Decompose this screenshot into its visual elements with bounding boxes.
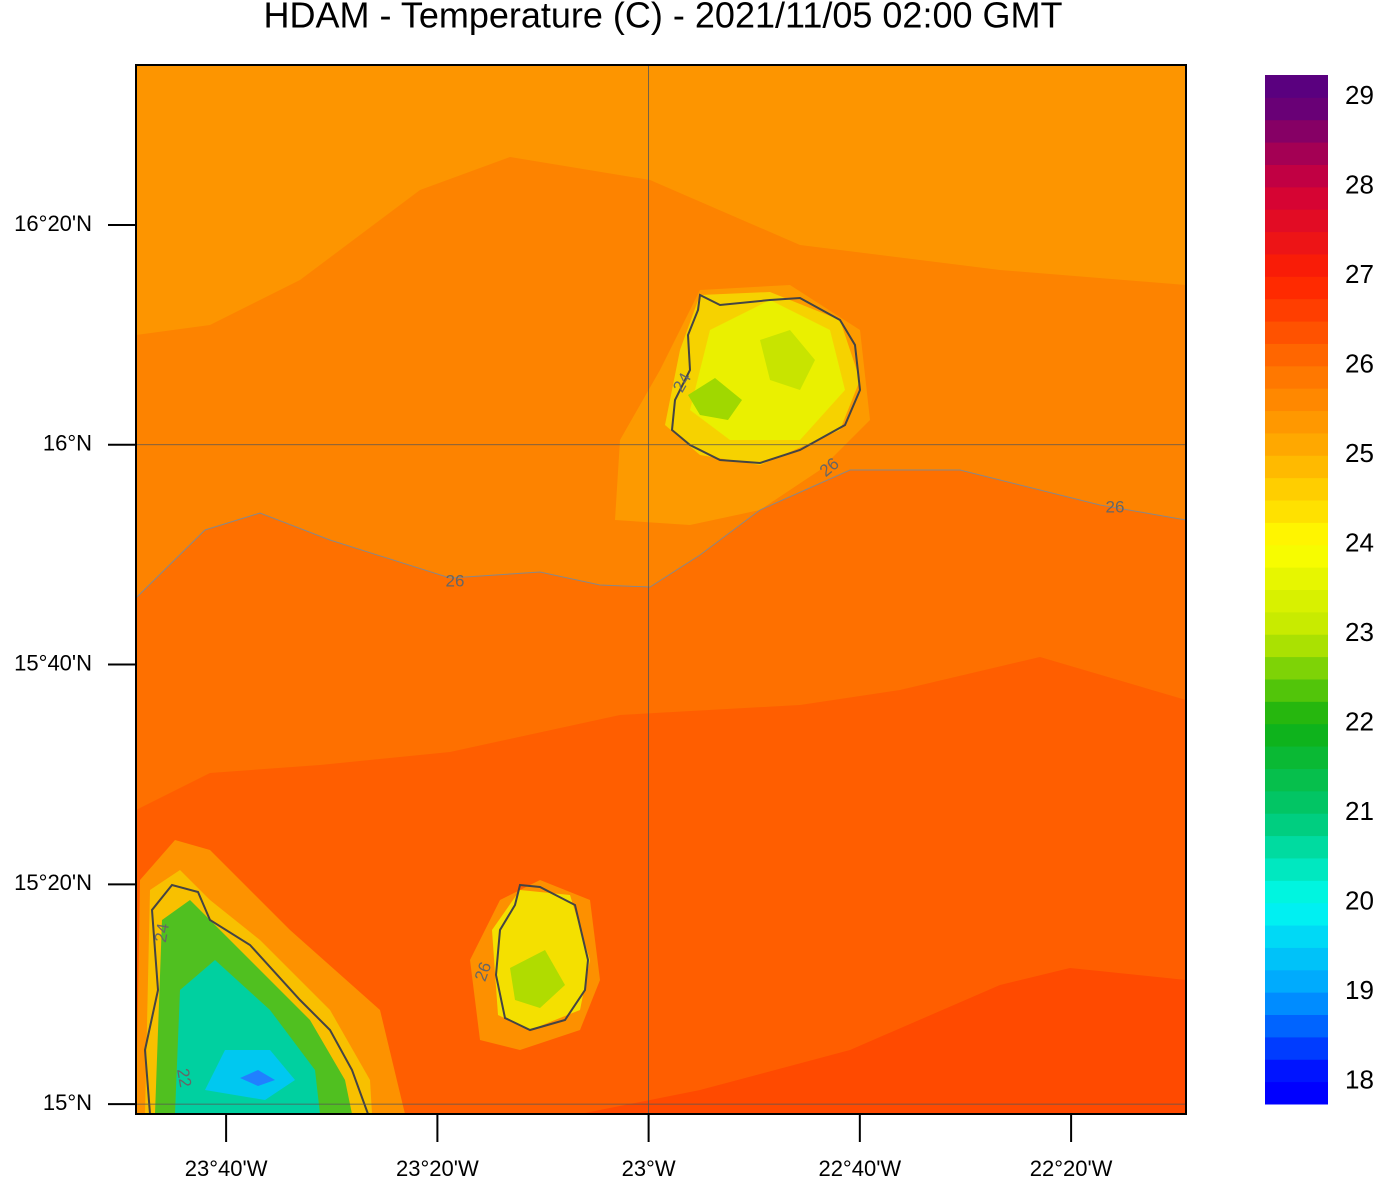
colorbar-cell xyxy=(1265,1081,1328,1105)
contour-lines xyxy=(136,469,1186,599)
colorbar-cell xyxy=(1265,857,1328,881)
colorbar-label: 28 xyxy=(1345,170,1374,200)
colorbar-cell xyxy=(1265,746,1328,769)
colorbar-cell xyxy=(1265,276,1328,300)
colorbar-label: 24 xyxy=(1345,528,1374,558)
colorbar-label: 21 xyxy=(1345,796,1374,826)
colorbar-cell xyxy=(1265,902,1328,926)
colorbar-cell xyxy=(1265,477,1328,501)
colorbar-cell xyxy=(1265,1036,1328,1060)
x-tick-label: 22°40'W xyxy=(818,1156,901,1180)
colorbar-cell xyxy=(1265,678,1328,702)
y-tick-label: 16°20'N xyxy=(14,211,92,236)
colorbar-cell xyxy=(1265,186,1328,210)
colorbar-cell xyxy=(1265,701,1328,725)
colorbar-cell xyxy=(1265,522,1328,546)
colorbar-cell xyxy=(1265,455,1328,479)
colorbar-cell xyxy=(1265,432,1328,456)
colorbar-label: 27 xyxy=(1345,259,1374,289)
axes: 23°40'W 23°20'W 23°W 22°40'W 22°20'W 16°20'N 1… xyxy=(14,65,1186,1180)
colorbar-cell xyxy=(1265,142,1328,165)
colorbar-label: 20 xyxy=(1345,886,1374,916)
x-tick-label: 23°40'W xyxy=(185,1156,268,1180)
colorbar-cell xyxy=(1265,880,1328,904)
y-tick-label: 15°N xyxy=(43,1090,92,1115)
colorbar-cell xyxy=(1265,567,1328,590)
colorbar: 18 19 20 21 22 23 24 25 26 27 28 29 xyxy=(1265,75,1374,1105)
colorbar-cell xyxy=(1265,947,1328,971)
colorbar-label: 22 xyxy=(1345,707,1374,737)
y-tick-label: 16°N xyxy=(43,431,92,456)
colorbar-label: 25 xyxy=(1345,438,1374,468)
x-tick-label: 23°W xyxy=(622,1156,676,1180)
contour-label: 22 xyxy=(173,1067,195,1089)
colorbar-cell xyxy=(1265,231,1328,255)
colorbar-cell xyxy=(1265,298,1328,322)
contour-label: 26 xyxy=(1106,497,1125,516)
colorbar-cell xyxy=(1265,768,1328,792)
colorbar-cell xyxy=(1265,365,1328,389)
colorbar-cell xyxy=(1265,343,1328,367)
colorbar-cell xyxy=(1265,925,1328,948)
colorbar-cell xyxy=(1265,1059,1328,1083)
colorbar-cell xyxy=(1265,969,1328,993)
colorbar-cell xyxy=(1265,656,1328,680)
temperature-field xyxy=(136,65,1186,1114)
colorbar-cell xyxy=(1265,1014,1328,1038)
contour-label: 26 xyxy=(446,571,465,590)
colorbar-cell xyxy=(1265,790,1328,814)
colorbar-cell xyxy=(1265,835,1328,859)
colorbar-cell xyxy=(1265,209,1328,233)
colorbar-cell xyxy=(1265,723,1328,747)
colorbar-label: 23 xyxy=(1345,617,1374,647)
x-tick-label: 23°20'W xyxy=(396,1156,479,1180)
colorbar-cell xyxy=(1265,500,1328,523)
x-tick-label: 22°20'W xyxy=(1030,1156,1113,1180)
colorbar-cell xyxy=(1265,119,1328,143)
colorbar-label: 26 xyxy=(1345,349,1374,379)
colorbar-cell xyxy=(1265,253,1328,277)
colorbar-cell xyxy=(1265,634,1328,658)
colorbar-cell xyxy=(1265,611,1328,635)
colorbar-cell xyxy=(1265,164,1328,188)
colorbar-cell xyxy=(1265,992,1328,1016)
colorbar-cell xyxy=(1265,75,1328,98)
contour-label: 24 xyxy=(151,922,173,944)
y-tick-label: 15°40'N xyxy=(14,650,92,675)
colorbar-cell xyxy=(1265,410,1328,434)
colorbar-label: 18 xyxy=(1345,1065,1374,1095)
colorbar-cell xyxy=(1265,544,1328,568)
colorbar-cell xyxy=(1265,388,1328,412)
title: HDAM - Temperature (C) - 2021/11/05 02:0… xyxy=(264,0,1063,36)
colorbar-cell xyxy=(1265,813,1328,837)
colorbar-label: 19 xyxy=(1345,975,1374,1005)
colorbar-cell xyxy=(1265,321,1328,344)
colorbar-cell xyxy=(1265,589,1328,613)
y-tick-label: 15°20'N xyxy=(14,870,92,895)
colorbar-label: 29 xyxy=(1345,80,1374,110)
plot-frame xyxy=(135,64,1187,1115)
colorbar-cell xyxy=(1265,97,1328,121)
